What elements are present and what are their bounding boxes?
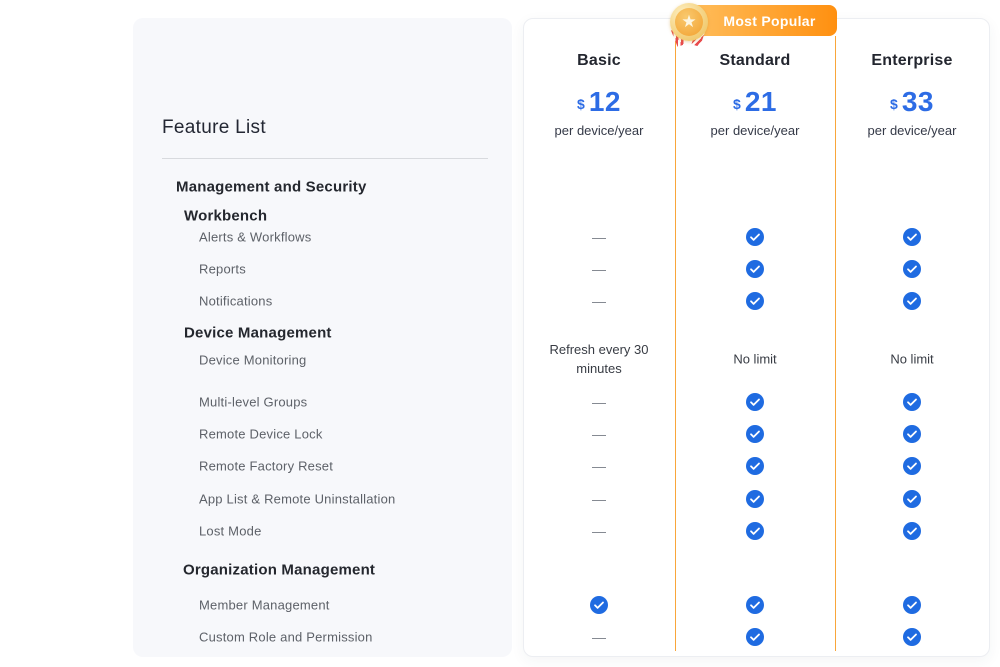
medal-star-icon: ★ [668, 1, 710, 53]
most-popular-label: Most Popular [723, 12, 816, 29]
price-amount: 21 [744, 86, 777, 117]
plan-price: $33 [837, 87, 987, 117]
plan-period: per device/year [554, 123, 644, 138]
plan-column-basic: Basic $12 per device/year [524, 52, 674, 139]
star-icon: ★ [681, 11, 697, 31]
plan-column-standard: Standard $21 per device/year [680, 52, 830, 139]
plan-name: Enterprise [871, 52, 953, 69]
feature-list-title: Feature List [162, 117, 266, 138]
currency-symbol: $ [890, 96, 898, 112]
price-amount: 12 [588, 86, 621, 117]
plans-card [523, 18, 990, 657]
plan-price: $12 [524, 87, 674, 117]
plan-period: per device/year [710, 123, 800, 138]
price-amount: 33 [901, 86, 934, 117]
currency-symbol: $ [577, 96, 585, 112]
medal-inner-circle: ★ [675, 8, 703, 36]
plan-column-enterprise: Enterprise $33 per device/year [837, 52, 987, 139]
plan-name: Basic [577, 52, 621, 69]
plan-name: Standard [719, 52, 791, 69]
feature-list-divider [162, 158, 488, 159]
currency-symbol: $ [733, 96, 741, 112]
medal-circle: ★ [670, 3, 708, 41]
feature-list-panel: Feature List [133, 18, 512, 657]
plan-price: $21 [680, 87, 830, 117]
plan-period: per device/year [867, 123, 957, 138]
